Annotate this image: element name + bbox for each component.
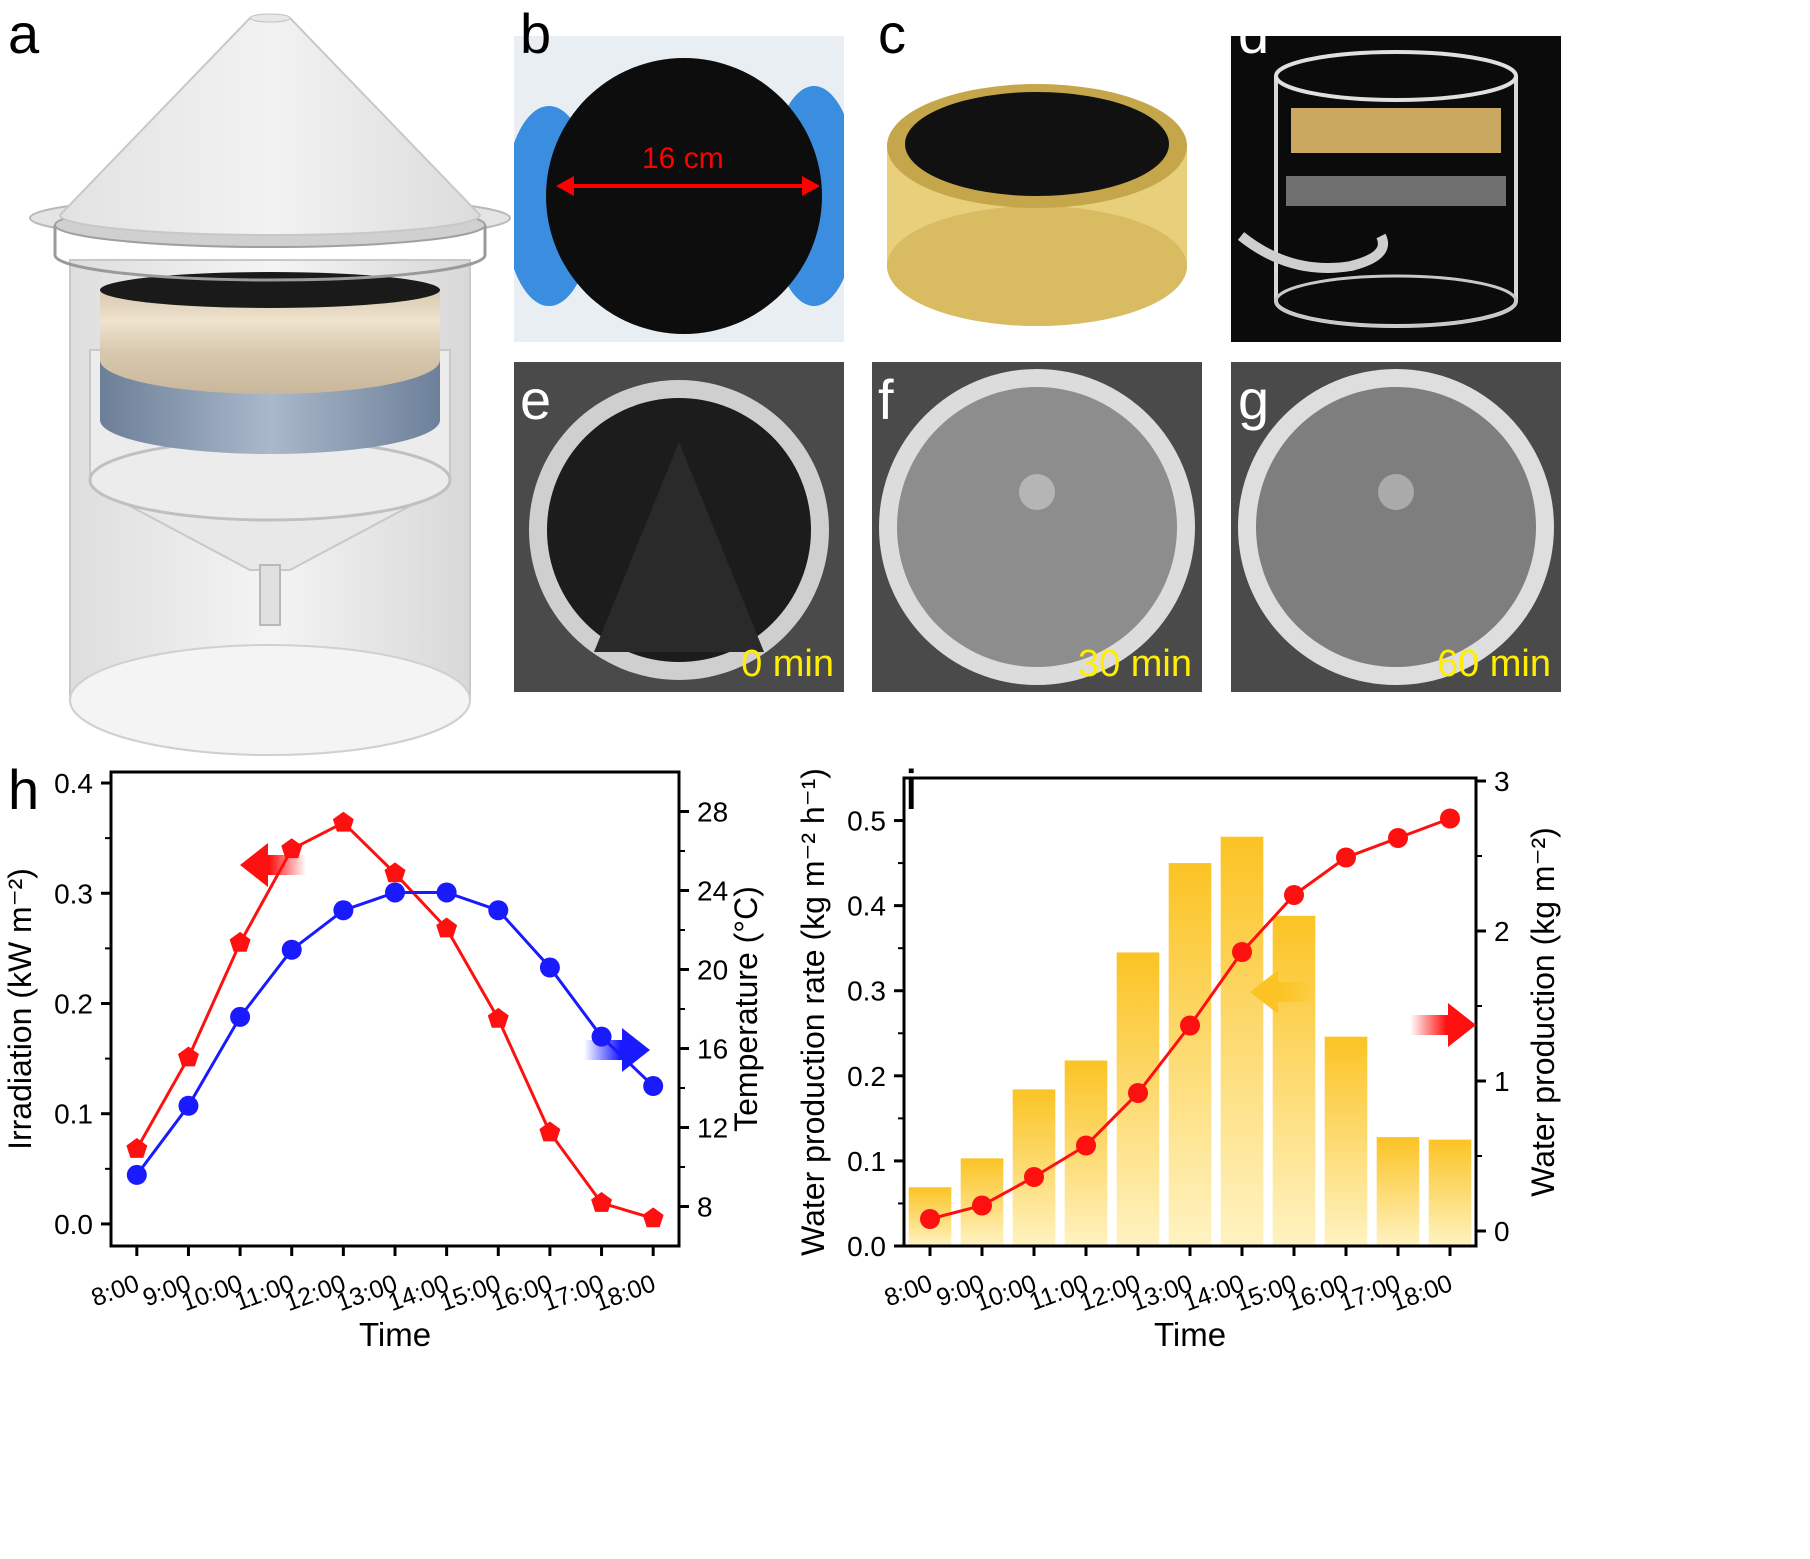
marker-irradiation-14:00 <box>436 917 458 938</box>
marker-temperature-12:00 <box>333 900 354 921</box>
marker-water-production-16:00 <box>1336 847 1356 868</box>
y2-axis-title: Temperature (°C) <box>728 886 764 1132</box>
y2-tick-label: 12 <box>697 1113 728 1144</box>
y-tick-label: 0.2 <box>847 1061 886 1092</box>
panel-label-e: e <box>520 368 552 431</box>
y-tick-label: 0.2 <box>54 988 93 1019</box>
arrow-irradiation-axis-indicator <box>240 843 306 887</box>
x-tick-label: 18:00 <box>1388 1269 1456 1317</box>
marker-temperature-16:00 <box>539 957 560 978</box>
y-tick-label: 0.1 <box>54 1099 93 1130</box>
marker-temperature-13:00 <box>385 882 405 903</box>
bar-rate-15:00 <box>1272 915 1316 1246</box>
x-axis-title: Time <box>359 1316 431 1353</box>
y2-tick-label: 8 <box>697 1192 713 1223</box>
y-tick-label: 0.4 <box>847 891 886 922</box>
time-label-30min: 30 min <box>1077 643 1192 685</box>
marker-irradiation-11:00 <box>281 838 303 859</box>
y-tick-label: 0.1 <box>847 1146 886 1177</box>
marker-irradiation-17:00 <box>591 1192 612 1212</box>
marker-water-production-9:00 <box>972 1195 992 1216</box>
y-tick-label: 0.0 <box>54 1209 93 1240</box>
marker-irradiation-9:00 <box>178 1046 199 1067</box>
photo-condensation-30min: 30 min <box>872 362 1202 692</box>
panel-label-i: i <box>905 758 918 821</box>
marker-irradiation-12:00 <box>332 811 354 832</box>
x-tick-label: 8:00 <box>881 1269 936 1312</box>
marker-water-production-10:00 <box>1024 1167 1044 1187</box>
panel-label-f: f <box>878 368 894 431</box>
marker-irradiation-16:00 <box>539 1121 561 1142</box>
y-tick-label: 0.5 <box>847 806 886 837</box>
marker-water-production-11:00 <box>1076 1135 1096 1156</box>
marker-water-production-18:00 <box>1440 808 1460 829</box>
panel-label-d: d <box>1238 2 1270 65</box>
panel-label-a: a <box>8 2 40 65</box>
y-axis-title: Irradiation (kW m⁻²) <box>2 868 38 1150</box>
bar-rate-17:00 <box>1376 1137 1420 1246</box>
y2-tick-label: 16 <box>697 1034 728 1065</box>
panel-label-b: b <box>520 2 552 65</box>
marker-water-production-14:00 <box>1232 942 1252 962</box>
marker-irradiation-13:00 <box>384 862 406 883</box>
time-label-0min: 0 min <box>741 643 834 685</box>
y2-tick-label: 2 <box>1494 916 1510 947</box>
photo-absorber-disk: 16 cm <box>514 36 844 342</box>
marker-irradiation-18:00 <box>642 1207 664 1228</box>
y2-tick-label: 1 <box>1494 1066 1510 1097</box>
y-axis-title: Water production rate (kg m⁻² h⁻¹) <box>795 768 831 1256</box>
x-axis-title: Time <box>1154 1316 1226 1353</box>
y2-tick-label: 28 <box>697 797 728 828</box>
y-tick-label: 0.3 <box>54 878 93 909</box>
marker-irradiation-15:00 <box>487 1007 509 1028</box>
photo-device-acrylic <box>1231 36 1561 342</box>
panel-label-g: g <box>1238 368 1270 431</box>
marker-irradiation-10:00 <box>229 931 251 952</box>
marker-water-production-12:00 <box>1128 1083 1148 1103</box>
photo-condensation-0min: 0 min <box>514 362 844 692</box>
dimension-label: 16 cm <box>642 142 724 175</box>
marker-temperature-11:00 <box>281 939 302 960</box>
photo-condensation-60min: 60 min <box>1231 362 1561 692</box>
device-schematic <box>29 13 511 756</box>
y-tick-label: 0.3 <box>847 976 886 1007</box>
arrow-rate-axis-indicator <box>1250 970 1316 1014</box>
marker-water-production-17:00 <box>1388 828 1408 848</box>
bar-rate-16:00 <box>1324 1036 1368 1246</box>
y2-tick-label: 24 <box>697 876 728 907</box>
marker-irradiation-8:00 <box>126 1138 148 1158</box>
marker-temperature-8:00 <box>126 1164 147 1185</box>
arrow-production-axis-indicator <box>1410 1003 1476 1047</box>
marker-temperature-18:00 <box>643 1076 664 1097</box>
y2-tick-label: 20 <box>697 955 728 986</box>
marker-water-production-13:00 <box>1180 1015 1200 1036</box>
marker-temperature-14:00 <box>436 882 457 903</box>
bar-rate-13:00 <box>1168 863 1212 1246</box>
time-label-60min: 60 min <box>1436 643 1551 685</box>
arrow-temperature-axis-indicator <box>584 1028 650 1072</box>
bar-rate-14:00 <box>1220 836 1264 1246</box>
panel-label-c: c <box>878 2 906 65</box>
y2-tick-label: 3 <box>1494 766 1510 797</box>
dimension-arrowhead-right <box>802 176 820 196</box>
marker-water-production-8:00 <box>920 1209 940 1229</box>
marker-temperature-10:00 <box>230 1006 251 1027</box>
marker-water-production-15:00 <box>1284 885 1304 905</box>
y2-axis-title: Water production (kg m⁻²) <box>1525 827 1561 1197</box>
photo-absorber-assembly <box>872 36 1202 342</box>
marker-temperature-9:00 <box>178 1095 199 1116</box>
dimension-arrowhead-left <box>556 176 574 196</box>
marker-temperature-15:00 <box>488 900 509 921</box>
y-tick-label: 0.4 <box>54 768 93 799</box>
panel-label-h: h <box>8 758 40 821</box>
y-tick-label: 0.0 <box>847 1231 886 1262</box>
y2-tick-label: 0 <box>1494 1216 1510 1247</box>
bar-rate-18:00 <box>1428 1139 1472 1246</box>
